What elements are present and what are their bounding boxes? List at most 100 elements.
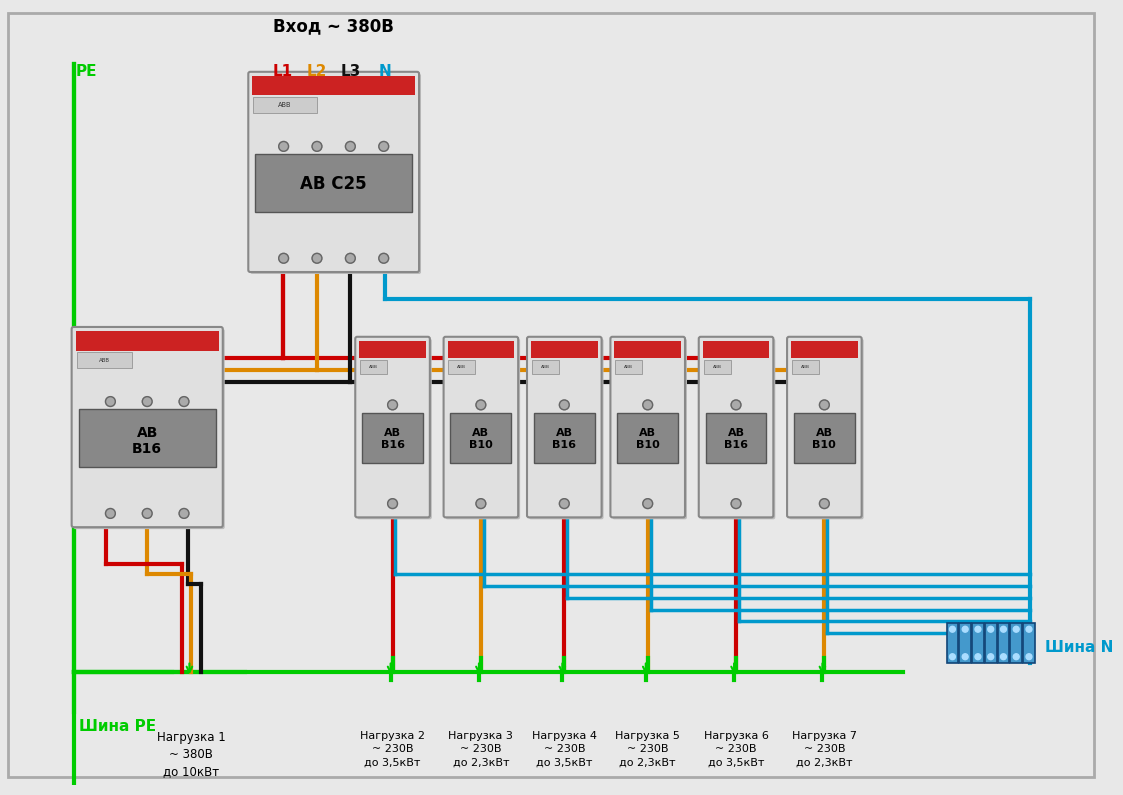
Bar — [532, 360, 559, 374]
Circle shape — [378, 254, 389, 263]
Bar — [703, 341, 769, 359]
Text: ABB: ABB — [541, 366, 550, 370]
Bar — [985, 623, 996, 662]
Text: Нагрузка 4
~ 230В
до 3,5кВт: Нагрузка 4 ~ 230В до 3,5кВт — [532, 731, 596, 768]
Circle shape — [731, 498, 741, 509]
Circle shape — [731, 400, 741, 409]
FancyBboxPatch shape — [357, 339, 432, 519]
Bar — [448, 360, 475, 374]
Text: АВ
В16: АВ В16 — [381, 428, 404, 450]
Text: АВ
В10: АВ В10 — [812, 428, 837, 450]
Circle shape — [346, 254, 355, 263]
Bar — [447, 341, 514, 359]
Bar — [360, 360, 387, 374]
Text: АВ
В10: АВ В10 — [469, 428, 493, 450]
Bar — [75, 331, 219, 351]
Bar — [359, 341, 426, 359]
Bar — [959, 623, 971, 662]
Bar — [79, 409, 216, 467]
Text: ABB: ABB — [624, 366, 633, 370]
Text: АВ
В16: АВ В16 — [553, 428, 576, 450]
Circle shape — [1013, 653, 1020, 660]
Bar — [76, 352, 133, 368]
Circle shape — [820, 498, 829, 509]
Circle shape — [949, 653, 956, 660]
Circle shape — [476, 498, 486, 509]
Circle shape — [279, 142, 289, 151]
Circle shape — [143, 397, 152, 406]
Circle shape — [1013, 626, 1020, 632]
Circle shape — [378, 142, 389, 151]
Circle shape — [106, 509, 116, 518]
Text: Нагрузка 1
~ 380В
до 10кВт: Нагрузка 1 ~ 380В до 10кВт — [157, 731, 226, 778]
FancyBboxPatch shape — [789, 339, 864, 519]
Circle shape — [962, 626, 968, 632]
Text: N: N — [378, 64, 391, 80]
Circle shape — [1001, 653, 1006, 660]
Circle shape — [988, 653, 994, 660]
Bar — [253, 76, 416, 95]
Text: АВ
В10: АВ В10 — [636, 428, 659, 450]
Bar — [615, 360, 642, 374]
FancyBboxPatch shape — [248, 72, 419, 272]
Bar — [705, 413, 767, 463]
Text: ABB: ABB — [713, 366, 722, 370]
Circle shape — [1026, 653, 1032, 660]
Text: ABB: ABB — [457, 366, 466, 370]
FancyBboxPatch shape — [787, 337, 861, 518]
Bar — [614, 341, 681, 359]
FancyBboxPatch shape — [446, 339, 520, 519]
Text: ABB: ABB — [801, 366, 810, 370]
Text: Нагрузка 5
~ 230В
до 2,3кВт: Нагрузка 5 ~ 230В до 2,3кВт — [615, 731, 681, 768]
Circle shape — [106, 397, 116, 406]
Text: ABB: ABB — [369, 366, 378, 370]
Bar — [255, 154, 412, 212]
Bar — [947, 623, 958, 662]
Circle shape — [143, 509, 152, 518]
Text: L1: L1 — [273, 64, 293, 80]
Text: Нагрузка 3
~ 230В
до 2,3кВт: Нагрузка 3 ~ 230В до 2,3кВт — [448, 731, 513, 768]
FancyBboxPatch shape — [701, 339, 775, 519]
Circle shape — [975, 626, 980, 632]
Bar — [1011, 623, 1022, 662]
Circle shape — [346, 142, 355, 151]
FancyBboxPatch shape — [699, 337, 774, 518]
Text: АВ
В16: АВ В16 — [724, 428, 748, 450]
Bar — [618, 413, 678, 463]
Bar — [791, 341, 858, 359]
Circle shape — [642, 498, 652, 509]
Bar — [1023, 623, 1035, 662]
Circle shape — [312, 142, 322, 151]
FancyBboxPatch shape — [74, 329, 225, 529]
Bar — [531, 341, 597, 359]
Text: PE: PE — [75, 64, 97, 80]
Text: Шина N: Шина N — [1046, 641, 1114, 655]
Bar — [704, 360, 730, 374]
Circle shape — [975, 653, 980, 660]
FancyBboxPatch shape — [72, 327, 222, 527]
FancyBboxPatch shape — [527, 337, 602, 518]
Text: Вход ~ 380В: Вход ~ 380В — [273, 17, 394, 36]
Circle shape — [642, 400, 652, 409]
Text: L3: L3 — [340, 64, 360, 80]
Circle shape — [179, 509, 189, 518]
Text: В16: В16 — [133, 442, 162, 456]
Circle shape — [1001, 626, 1006, 632]
Text: Шина PE: Шина PE — [79, 719, 156, 734]
Circle shape — [559, 498, 569, 509]
Bar — [792, 360, 819, 374]
Circle shape — [962, 653, 968, 660]
Text: Нагрузка 6
~ 230В
до 3,5кВт: Нагрузка 6 ~ 230В до 3,5кВт — [704, 731, 768, 768]
Text: АВ: АВ — [137, 426, 158, 440]
Circle shape — [1026, 626, 1032, 632]
Circle shape — [476, 400, 486, 409]
Bar — [997, 623, 1010, 662]
Circle shape — [820, 400, 829, 409]
Circle shape — [559, 400, 569, 409]
Text: Нагрузка 2
~ 230В
до 3,5кВт: Нагрузка 2 ~ 230В до 3,5кВт — [360, 731, 424, 768]
Bar — [973, 623, 984, 662]
Bar — [450, 413, 511, 463]
FancyBboxPatch shape — [355, 337, 430, 518]
Circle shape — [949, 626, 956, 632]
FancyBboxPatch shape — [250, 74, 421, 274]
